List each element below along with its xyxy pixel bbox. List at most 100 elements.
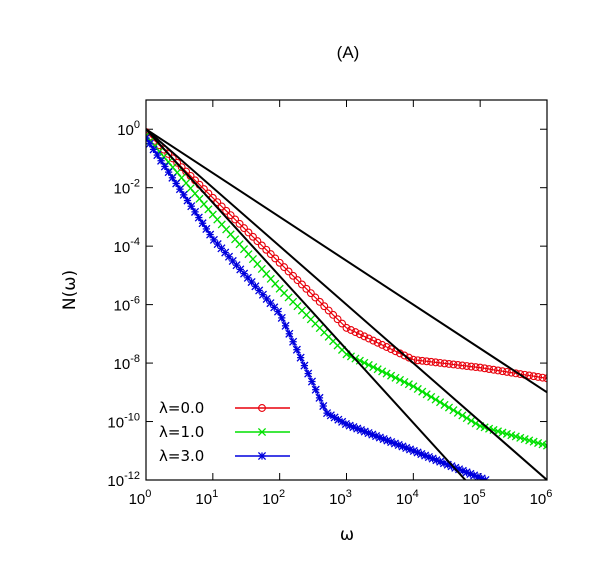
- y-tick-label: 10-8: [114, 353, 140, 373]
- data-point: [449, 360, 458, 369]
- marker-stroke: [481, 475, 487, 480]
- data-point: [355, 356, 364, 365]
- marker-stroke: [378, 367, 387, 376]
- data-point: [516, 433, 525, 442]
- data-point: [296, 353, 305, 362]
- data-point: [542, 441, 547, 450]
- marker-stroke: [186, 184, 195, 193]
- data-point: [280, 263, 289, 272]
- data-point: [440, 359, 449, 368]
- marker-stroke: [404, 380, 413, 389]
- data-point: [302, 284, 311, 293]
- data-point: [277, 313, 286, 322]
- data-point: [235, 219, 244, 228]
- marker-stroke: [400, 378, 409, 387]
- marker-stroke: [195, 194, 204, 203]
- data-point: [534, 372, 543, 381]
- data-point: [378, 367, 387, 376]
- data-point: [319, 401, 328, 411]
- marker-stroke: [542, 444, 547, 450]
- data-point: [382, 369, 391, 378]
- fit-lambda-0: [146, 128, 547, 394]
- marker-stroke: [440, 400, 449, 409]
- data-point: [493, 427, 503, 436]
- data-point: [306, 289, 315, 298]
- marker-stroke: [525, 436, 534, 445]
- data-point: [226, 211, 235, 220]
- marker-stroke: [431, 395, 440, 404]
- marker-stroke: [453, 408, 462, 417]
- data-point: [346, 352, 356, 361]
- data-point: [342, 323, 351, 332]
- data-point: [182, 167, 191, 176]
- chart-title: (A): [337, 43, 360, 62]
- data-point: [436, 358, 445, 367]
- legend-marker: [257, 451, 267, 461]
- marker-stroke: [467, 416, 476, 425]
- marker-stroke: [493, 427, 503, 436]
- data-point: [351, 328, 360, 337]
- data-point: [520, 435, 529, 444]
- data-point: [453, 408, 462, 417]
- y-axis-label: N(ω): [60, 270, 80, 310]
- y-tick-label: 10-2: [114, 178, 140, 198]
- data-point: [231, 215, 240, 224]
- data-point: [320, 302, 329, 311]
- data-point: [304, 369, 313, 378]
- data-point: [190, 207, 200, 216]
- data-point: [538, 440, 547, 449]
- series-0: [146, 128, 547, 383]
- data-point: [285, 329, 294, 338]
- marker-stroke: [444, 403, 454, 412]
- data-point: [400, 351, 409, 360]
- marker-stroke: [507, 431, 516, 440]
- data-point: [369, 336, 378, 345]
- marker-stroke: [427, 392, 436, 401]
- y-tick-label: 100: [117, 119, 140, 139]
- data-point: [480, 364, 489, 373]
- legend-label: λ=1.0: [159, 423, 204, 441]
- y-tick-label: 10-4: [114, 236, 140, 256]
- marker-stroke: [288, 297, 298, 306]
- data-point: [146, 133, 151, 143]
- data-point: [293, 276, 302, 285]
- marker-stroke: [271, 279, 280, 288]
- data-point: [369, 363, 378, 372]
- marker-stroke: [369, 363, 378, 372]
- data-point: [444, 403, 454, 412]
- data-point: [386, 371, 396, 380]
- data-point: [422, 357, 431, 366]
- marker-stroke: [418, 387, 427, 396]
- data-point: [400, 378, 409, 387]
- data-point: [453, 361, 462, 369]
- marker-stroke: [498, 428, 507, 437]
- data-point: [378, 340, 387, 349]
- data-point: [507, 431, 516, 440]
- fit-lambda-3: [146, 128, 467, 480]
- marker-stroke: [284, 293, 293, 302]
- data-point: [373, 338, 382, 347]
- data-point: [538, 373, 547, 382]
- y-tick-label: 10-12: [107, 470, 140, 490]
- marker-stroke: [257, 264, 266, 274]
- data-point: [333, 315, 342, 324]
- data-point: [284, 267, 293, 276]
- series-2: [146, 133, 490, 480]
- data-point: [404, 380, 413, 389]
- data-point: [445, 359, 453, 368]
- data-point: [297, 280, 306, 289]
- legend-label: λ=3.0: [159, 447, 204, 465]
- data-point: [187, 202, 196, 211]
- data-point: [418, 356, 427, 365]
- data-point: [462, 414, 471, 423]
- y-tick-label: 10-10: [107, 412, 140, 432]
- x-axis-label: ω: [340, 525, 354, 545]
- fit-lambda-1: [146, 128, 547, 480]
- marker-stroke: [516, 433, 525, 442]
- data-point: [480, 423, 489, 432]
- data-point: [534, 438, 543, 448]
- data-point: [481, 475, 490, 480]
- data-point: [498, 367, 507, 376]
- legend-label: λ=0.0: [159, 399, 204, 417]
